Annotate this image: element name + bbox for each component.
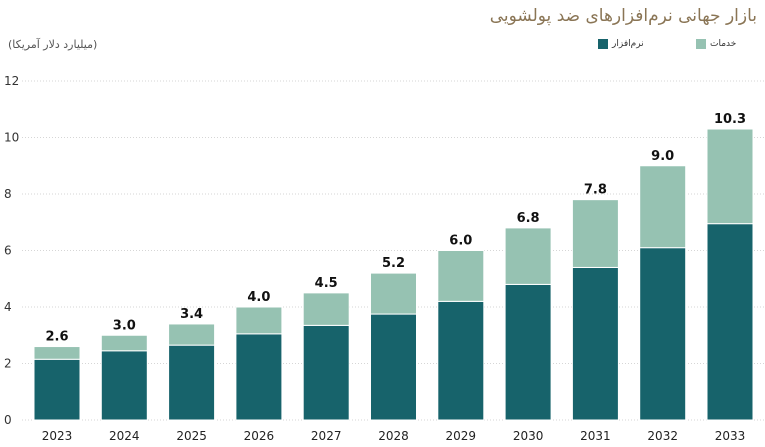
- total-value-label: 2.6: [45, 330, 68, 345]
- y-tick-label: 12: [4, 74, 19, 88]
- total-value-label: 3.4: [180, 307, 203, 322]
- x-tick-label: 2028: [378, 429, 409, 443]
- total-value-label: 10.3: [714, 112, 746, 127]
- bar-segment-services: [168, 323, 216, 346]
- total-value-label: 6.8: [517, 211, 540, 226]
- x-tick-label: 2033: [715, 429, 746, 443]
- legend-item-software: نرم‌افزار: [598, 39, 644, 49]
- bar-segment-services: [302, 292, 350, 326]
- legend-label-services: خدمات: [710, 39, 737, 49]
- bar-segment-services: [571, 199, 619, 268]
- bar-segment-services: [33, 346, 81, 360]
- bar-segment-software: [571, 266, 619, 421]
- bar-segment-services: [639, 165, 687, 249]
- total-value-label: 7.8: [584, 183, 607, 198]
- y-tick-label: 0: [4, 413, 12, 427]
- bar-segment-software: [370, 313, 417, 421]
- bar-segment-software: [168, 344, 216, 421]
- bar-segment-software: [100, 350, 148, 421]
- bar-segment-software: [504, 283, 552, 421]
- y-tick-label: 10: [4, 131, 19, 145]
- bar-segment-services: [235, 306, 283, 335]
- chart-subtitle: (میلیارد دلار آمریکا): [8, 38, 98, 51]
- total-value-label: 5.2: [382, 256, 405, 271]
- total-value-label: 4.0: [247, 290, 270, 305]
- total-value-label: 4.5: [315, 276, 338, 291]
- legend-item-services: خدمات: [696, 39, 736, 49]
- x-tick-label: 2026: [244, 429, 275, 443]
- bar-segment-software: [706, 223, 754, 421]
- total-value-label: 3.0: [113, 318, 136, 333]
- legend-label-software: نرم‌افزار: [612, 39, 644, 49]
- y-tick-label: 6: [4, 244, 12, 258]
- legend-swatch-software: [598, 39, 608, 49]
- bar-segment-software: [235, 333, 283, 421]
- x-tick-label: 2031: [580, 429, 611, 443]
- x-tick-label: 2027: [311, 429, 342, 443]
- bar-segment-services: [370, 272, 417, 315]
- x-tick-label: 2024: [109, 429, 140, 443]
- total-value-label: 9.0: [651, 149, 674, 164]
- bar-segment-software: [33, 358, 81, 421]
- x-tick-label: 2023: [42, 429, 73, 443]
- x-tick-label: 2029: [446, 429, 477, 443]
- y-tick-label: 4: [4, 300, 12, 314]
- x-tick-label: 2032: [647, 429, 678, 443]
- y-tick-label: 2: [4, 357, 12, 371]
- chart-title: بازار جهانی نرم‌افزارهای ضد پولشویی: [489, 6, 757, 26]
- x-tick-label: 2025: [176, 429, 207, 443]
- bar-segment-software: [639, 247, 687, 421]
- bar-segment-services: [504, 227, 552, 285]
- legend-swatch-services: [696, 39, 706, 49]
- bar-segment-services: [706, 128, 754, 225]
- total-value-label: 6.0: [449, 234, 472, 249]
- bar-segment-software: [302, 324, 350, 421]
- bar-segment-services: [100, 334, 148, 352]
- bar-segment-services: [437, 250, 485, 302]
- y-tick-label: 8: [4, 187, 12, 201]
- x-tick-label: 2030: [513, 429, 544, 443]
- bar-segment-software: [437, 300, 485, 421]
